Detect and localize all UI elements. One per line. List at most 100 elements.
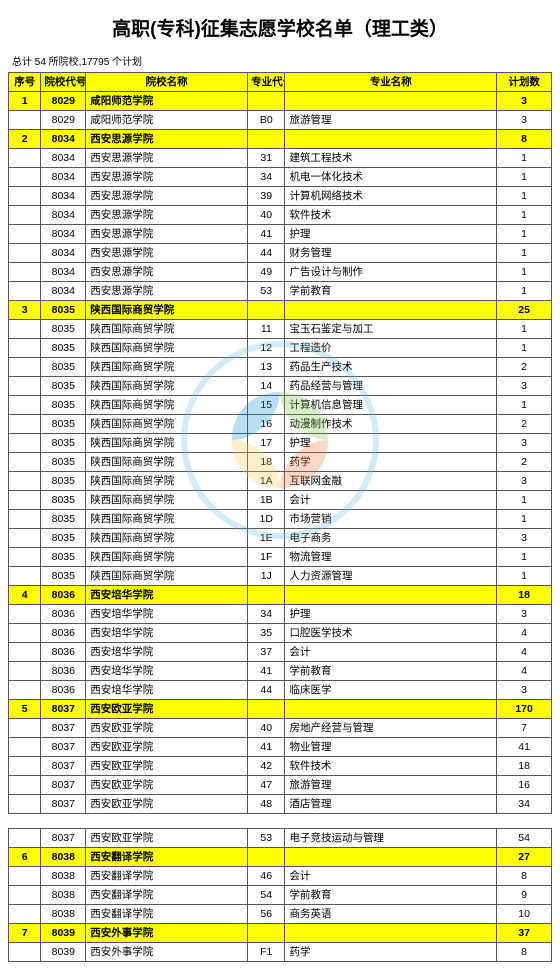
cell-majorcode: 56 — [248, 905, 285, 924]
cell-schoolcode: 8036 — [41, 681, 86, 700]
cell-majorcode: 40 — [248, 206, 285, 225]
cell-schoolcode: 8029 — [41, 111, 86, 130]
cell-schoolcode: 8035 — [41, 377, 86, 396]
cell-schoolname: 西安欧亚学院 — [86, 829, 248, 848]
cell-idx — [9, 434, 41, 453]
cell-schoolcode: 8035 — [41, 396, 86, 415]
cell-schoolname: 陕西国际商贸学院 — [86, 339, 248, 358]
cell-majorcode: 41 — [248, 225, 285, 244]
cell-majorname: 商务英语 — [285, 905, 497, 924]
cell-idx — [9, 905, 41, 924]
major-row: 8035 陕西国际商贸学院 17 护理 3 — [9, 434, 552, 453]
cell-schoolname: 西安培华学院 — [86, 605, 248, 624]
cell-majorname — [285, 301, 497, 320]
cell-schoolname: 陕西国际商贸学院 — [86, 320, 248, 339]
cell-schoolcode: 8038 — [41, 848, 86, 867]
cell-majorcode: 1J — [248, 567, 285, 586]
cell-schoolcode: 8036 — [41, 586, 86, 605]
cell-majorname: 药品生产技术 — [285, 358, 497, 377]
cell-schoolname: 陕西国际商贸学院 — [86, 491, 248, 510]
cell-schoolname: 陕西国际商贸学院 — [86, 548, 248, 567]
cell-plan: 1 — [497, 206, 552, 225]
cell-idx — [9, 624, 41, 643]
major-row: 8034 西安思源学院 44 财务管理 1 — [9, 244, 552, 263]
cell-schoolcode: 8037 — [41, 795, 86, 814]
major-row: 8035 陕西国际商贸学院 1E 电子商务 3 — [9, 529, 552, 548]
cell-schoolname: 陕西国际商贸学院 — [86, 377, 248, 396]
cell-majorcode: 41 — [248, 662, 285, 681]
cell-majorcode: 39 — [248, 187, 285, 206]
cell-majorcode: 35 — [248, 624, 285, 643]
cell-majorcode: 1D — [248, 510, 285, 529]
cell-schoolname: 咸阳师范学院 — [86, 92, 248, 111]
cell-majorcode: 15 — [248, 396, 285, 415]
cell-idx — [9, 491, 41, 510]
major-row: 8034 西安思源学院 49 广告设计与制作 1 — [9, 263, 552, 282]
cell-idx: 5 — [9, 700, 41, 719]
cell-idx — [9, 943, 41, 962]
cell-majorcode — [248, 130, 285, 149]
cell-schoolcode: 8035 — [41, 358, 86, 377]
cell-plan: 4 — [497, 624, 552, 643]
cell-schoolname: 西安思源学院 — [86, 149, 248, 168]
cell-majorcode: 47 — [248, 776, 285, 795]
cell-majorname: 物流管理 — [285, 548, 497, 567]
cell-schoolcode: 8035 — [41, 567, 86, 586]
cell-schoolcode: 8035 — [41, 320, 86, 339]
cell-majorcode: B0 — [248, 111, 285, 130]
cell-plan: 3 — [497, 111, 552, 130]
cell-majorcode — [248, 700, 285, 719]
cell-idx — [9, 472, 41, 491]
major-row: 8035 陕西国际商贸学院 1D 市场营销 1 — [9, 510, 552, 529]
cell-majorname: 旅游管理 — [285, 111, 497, 130]
cell-majorcode: 1E — [248, 529, 285, 548]
cell-idx: 2 — [9, 130, 41, 149]
cell-schoolname: 西安外事学院 — [86, 924, 248, 943]
cell-majorname — [285, 130, 497, 149]
cell-idx — [9, 529, 41, 548]
cell-plan: 16 — [497, 776, 552, 795]
cell-majorname: 口腔医学技术 — [285, 624, 497, 643]
cell-majorname: 软件技术 — [285, 757, 497, 776]
cell-majorcode: 54 — [248, 886, 285, 905]
cell-plan: 1 — [497, 225, 552, 244]
cell-schoolname: 陕西国际商贸学院 — [86, 358, 248, 377]
cell-majorname: 计算机网络技术 — [285, 187, 497, 206]
cell-majorname: 宝玉石鉴定与加工 — [285, 320, 497, 339]
cell-schoolname: 西安思源学院 — [86, 187, 248, 206]
cell-schoolname: 西安思源学院 — [86, 282, 248, 301]
major-row: 8035 陕西国际商贸学院 14 药品经营与管理 3 — [9, 377, 552, 396]
cell-plan: 1 — [497, 244, 552, 263]
school-row: 5 8037 西安欧亚学院 170 — [9, 700, 552, 719]
cell-schoolcode: 8035 — [41, 301, 86, 320]
school-table-1: 序号 院校代号 院校名称 专业代号 专业名称 计划数 1 8029 咸阳师范学院… — [8, 72, 552, 814]
cell-plan: 7 — [497, 719, 552, 738]
cell-schoolcode: 8035 — [41, 472, 86, 491]
cell-schoolcode: 8035 — [41, 453, 86, 472]
cell-idx — [9, 567, 41, 586]
cell-plan: 8 — [497, 943, 552, 962]
th-majorcode: 专业代号 — [248, 73, 285, 92]
major-row: 8035 陕西国际商贸学院 1B 会计 1 — [9, 491, 552, 510]
cell-majorname: 市场营销 — [285, 510, 497, 529]
cell-schoolcode: 8037 — [41, 829, 86, 848]
cell-idx — [9, 282, 41, 301]
major-row: 8035 陕西国际商贸学院 15 计算机信息管理 1 — [9, 396, 552, 415]
th-schoolname: 院校名称 — [86, 73, 248, 92]
cell-idx: 3 — [9, 301, 41, 320]
major-row: 8036 西安培华学院 44 临床医学 3 — [9, 681, 552, 700]
major-row: 8034 西安思源学院 53 学前教育 1 — [9, 282, 552, 301]
major-row: 8035 陕西国际商贸学院 16 动漫制作技术 2 — [9, 415, 552, 434]
cell-majorcode: 41 — [248, 738, 285, 757]
cell-plan: 41 — [497, 738, 552, 757]
cell-idx — [9, 738, 41, 757]
cell-schoolcode: 8036 — [41, 624, 86, 643]
cell-schoolname: 西安欧亚学院 — [86, 700, 248, 719]
cell-majorname — [285, 924, 497, 943]
cell-majorcode: 1B — [248, 491, 285, 510]
cell-schoolname: 陕西国际商贸学院 — [86, 567, 248, 586]
major-row: 8035 陕西国际商贸学院 1A 互联网金融 3 — [9, 472, 552, 491]
major-row: 8035 陕西国际商贸学院 11 宝玉石鉴定与加工 1 — [9, 320, 552, 339]
cell-schoolcode: 8034 — [41, 149, 86, 168]
cell-plan: 18 — [497, 757, 552, 776]
